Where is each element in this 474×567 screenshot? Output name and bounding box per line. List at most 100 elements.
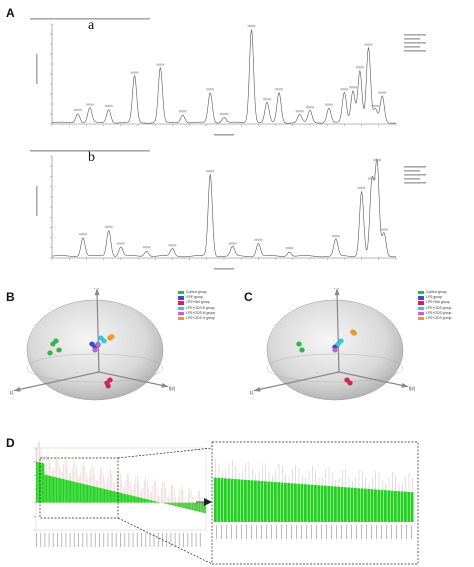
chrom-b-info-line xyxy=(404,174,426,176)
left-bar xyxy=(98,487,100,503)
legend-label: LPS+Sini group xyxy=(186,300,210,305)
panel-letter-a: A xyxy=(6,6,15,20)
left-bar xyxy=(106,489,109,503)
left-x-label-mark xyxy=(86,533,88,547)
left-bar xyxy=(108,490,110,503)
chrom-a-peak-label-mark xyxy=(295,110,304,113)
right-bar xyxy=(290,483,294,522)
right-x-label-mark xyxy=(336,525,337,539)
pca-b-equator xyxy=(26,353,164,383)
legend-item: LPS+GDS group xyxy=(418,311,451,316)
zoom-box xyxy=(39,457,119,519)
right-x-label-mark xyxy=(311,525,312,539)
left-bar xyxy=(81,483,83,503)
left-x-label-mark xyxy=(44,533,46,547)
right-bar xyxy=(254,480,257,522)
chromatogram-b xyxy=(30,150,440,272)
sub-letter-b: b xyxy=(88,150,95,165)
pca-b-axis-label-2: t[2] xyxy=(169,386,175,391)
left-bar xyxy=(122,493,124,503)
legend-swatch xyxy=(178,301,184,305)
chrom-a-peak-label-mark xyxy=(73,108,82,112)
left-bar xyxy=(132,495,134,503)
left-bar xyxy=(92,486,94,503)
left-bar xyxy=(75,482,77,503)
legend-label: GPE group xyxy=(186,295,203,300)
right-x-label-mark xyxy=(271,525,272,539)
right-x-label-mark xyxy=(361,525,362,539)
left-x-label-mark xyxy=(103,533,105,547)
legend-item: LPS+Sini group xyxy=(418,300,451,305)
chrom-b-trace xyxy=(51,158,397,258)
chrom-a-peak-label-mark xyxy=(355,66,364,69)
chrom-b-peak-label-mark xyxy=(116,242,125,245)
left-bar xyxy=(78,482,80,503)
left-bar xyxy=(123,493,126,503)
pca-b-point xyxy=(56,347,62,353)
pca-b-point xyxy=(47,350,53,356)
left-x-label-mark xyxy=(36,533,37,547)
legend-swatch xyxy=(418,296,424,300)
left-bar xyxy=(135,496,137,503)
chrom-a-ylabel-mark xyxy=(36,54,38,84)
right-bar xyxy=(267,481,271,522)
pca-plot-b: t[1] t[2] t[3] xyxy=(10,288,210,428)
chrom-a-peak-label-mark xyxy=(364,43,373,46)
right-bar xyxy=(304,484,307,522)
right-x-label-mark xyxy=(376,525,377,539)
pca-c-axis-1 xyxy=(256,371,340,391)
left-bar xyxy=(71,481,73,503)
legend-swatch xyxy=(418,290,424,295)
pca-c-axis-arrow-3 xyxy=(334,288,340,296)
left-x-label-mark xyxy=(157,533,159,547)
right-bar xyxy=(297,483,301,522)
left-bar xyxy=(136,496,138,503)
legend-item: LPS+GDS M group xyxy=(178,311,215,316)
left-bar xyxy=(157,501,160,503)
left-bar xyxy=(45,474,48,503)
chrom-b-peak-label-mark xyxy=(379,228,388,231)
right-bar xyxy=(240,479,244,522)
pca-c-point xyxy=(347,380,353,386)
legend-item: Control group xyxy=(178,290,215,295)
left-x-label-mark xyxy=(124,533,126,547)
bars-d-svg xyxy=(34,441,419,565)
left-bar xyxy=(67,480,69,503)
right-bar xyxy=(280,482,284,522)
right-bar xyxy=(274,482,277,522)
left-bar xyxy=(60,478,62,503)
right-x-label-mark xyxy=(401,525,402,539)
left-bar xyxy=(55,477,58,503)
left-bar xyxy=(72,481,75,503)
right-bar xyxy=(294,483,297,522)
left-bar xyxy=(38,462,41,503)
pca-c-point xyxy=(332,347,338,353)
legend-item: GPE group xyxy=(178,295,215,300)
pca-b-axis-arrow-2 xyxy=(161,382,169,388)
left-bar xyxy=(61,478,63,503)
left-bar xyxy=(128,494,130,503)
right-x-label-mark xyxy=(296,525,297,539)
left-bar xyxy=(149,499,151,503)
right-plot-frame xyxy=(211,441,419,565)
legend-item: LPS+Sini group xyxy=(178,300,215,305)
chrom-a-peak-label-mark xyxy=(206,88,215,91)
chrom-a-peak-label-mark xyxy=(349,86,357,89)
right-bar xyxy=(234,479,237,522)
chrom-a-info-line xyxy=(404,42,426,44)
chrom-b-xlabel-mark xyxy=(214,268,234,270)
right-x-label-mark xyxy=(281,525,282,539)
pca-b-axis-arrow-3 xyxy=(94,288,100,296)
left-x-label-mark xyxy=(187,533,189,547)
left-x-label-mark xyxy=(132,533,134,547)
left-bar xyxy=(36,461,38,503)
right-bar xyxy=(244,479,247,522)
legend-label: LPS group xyxy=(426,295,443,300)
left-x-label-mark xyxy=(170,533,172,547)
right-x-label-mark xyxy=(251,525,252,539)
chrom-b-peak-label-mark xyxy=(254,238,263,241)
chrom-a-peak-label-mark xyxy=(371,104,380,108)
left-bar xyxy=(64,479,66,503)
right-x-label-mark xyxy=(351,525,352,539)
legend-label: LPS+GDS H group xyxy=(186,316,215,321)
